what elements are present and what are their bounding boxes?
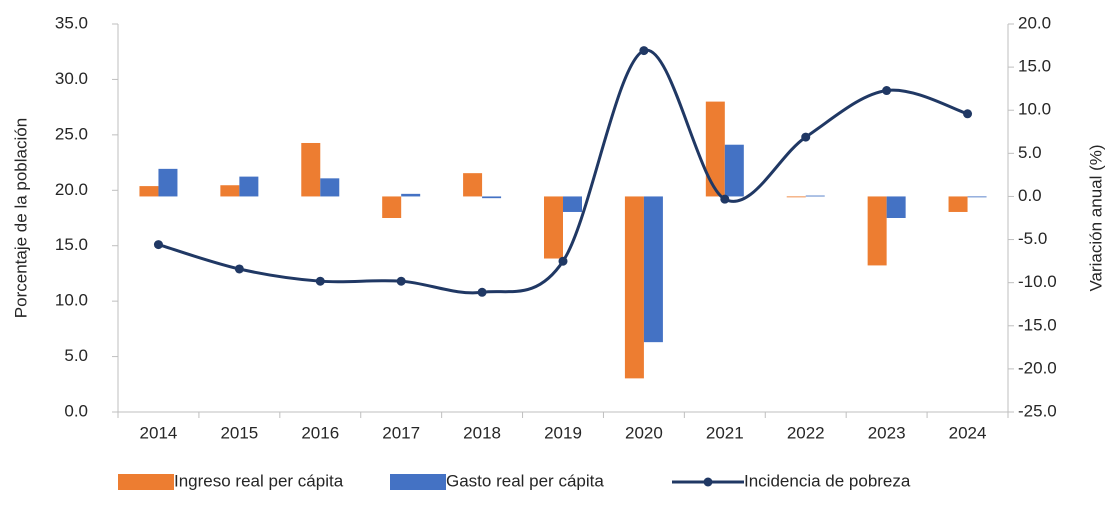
x-tick-label: 2017 xyxy=(382,423,420,442)
line xyxy=(158,49,969,295)
bar xyxy=(139,186,159,197)
y-tick-label: 30.0 xyxy=(55,69,88,88)
x-tick-label: 2018 xyxy=(463,423,501,442)
y2-tick-label: -25.0 xyxy=(1018,401,1057,420)
y-tick-label: 10.0 xyxy=(55,291,88,310)
x-tick-label: 2019 xyxy=(544,423,582,442)
legend-swatch xyxy=(118,474,174,490)
y-axis-title: Porcentaje de la población xyxy=(11,118,30,318)
marker xyxy=(882,86,892,96)
bar xyxy=(239,176,259,197)
marker xyxy=(153,240,163,250)
bar xyxy=(724,144,744,197)
bar xyxy=(805,195,825,197)
bar xyxy=(482,196,502,199)
y2-tick-label: 20.0 xyxy=(1018,13,1051,32)
x-tick-label: 2021 xyxy=(706,423,744,442)
y-tick-label: 5.0 xyxy=(64,346,88,365)
y-tick-label: 35.0 xyxy=(55,13,88,32)
x-tick-label: 2022 xyxy=(787,423,825,442)
bar xyxy=(401,193,421,197)
bar xyxy=(867,196,887,266)
y2-tick-label: -20.0 xyxy=(1018,358,1057,377)
x-tick-label: 2024 xyxy=(949,423,987,442)
marker xyxy=(963,109,973,119)
bar xyxy=(967,196,987,198)
bar xyxy=(705,101,725,197)
y2-tick-label: 5.0 xyxy=(1018,143,1042,162)
marker xyxy=(234,264,244,274)
bar xyxy=(301,142,321,197)
bar xyxy=(786,196,806,198)
legend-label: Ingreso real per cápita xyxy=(174,471,344,490)
y2-tick-label: -5.0 xyxy=(1018,229,1047,248)
y2-tick-label: 10.0 xyxy=(1018,100,1051,119)
marker xyxy=(720,194,730,204)
y2-tick-label: -10.0 xyxy=(1018,272,1057,291)
bar xyxy=(382,196,402,218)
y-tick-label: 25.0 xyxy=(55,124,88,143)
legend-swatch xyxy=(390,474,446,490)
bar xyxy=(158,168,178,197)
y-tick-label: 0.0 xyxy=(64,401,88,420)
x-tick-label: 2016 xyxy=(301,423,339,442)
x-tick-label: 2020 xyxy=(625,423,663,442)
y-tick-label: 15.0 xyxy=(55,235,88,254)
legend-label: Incidencia de pobreza xyxy=(744,471,911,490)
bar xyxy=(320,178,340,197)
marker xyxy=(639,46,649,56)
legend-label: Gasto real per cápita xyxy=(446,471,604,490)
y-tick-label: 20.0 xyxy=(55,180,88,199)
marker xyxy=(558,256,568,266)
marker xyxy=(315,276,325,286)
marker xyxy=(477,287,487,297)
bar xyxy=(643,196,663,343)
bar xyxy=(624,196,644,379)
marker xyxy=(396,276,406,286)
y2-tick-label: -15.0 xyxy=(1018,315,1057,334)
x-tick-label: 2015 xyxy=(220,423,258,442)
bar xyxy=(544,196,563,259)
y2-tick-label: 0.0 xyxy=(1018,186,1042,205)
legend-marker xyxy=(703,477,713,487)
x-tick-label: 2023 xyxy=(868,423,906,442)
bar xyxy=(463,173,483,197)
marker xyxy=(801,132,811,142)
bar xyxy=(563,196,582,212)
y2-axis-title: Variación anual (%) xyxy=(1086,144,1105,291)
x-tick-label: 2014 xyxy=(140,423,178,442)
y2-tick-label: 15.0 xyxy=(1018,57,1051,76)
bar xyxy=(220,185,240,197)
bar xyxy=(948,196,968,212)
bar xyxy=(886,196,906,218)
